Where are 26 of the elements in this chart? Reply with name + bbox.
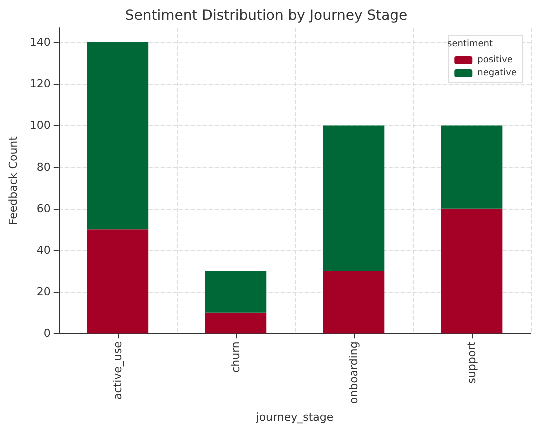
y-tick-label: 100 [30, 119, 51, 132]
bar [205, 271, 267, 313]
bar [87, 230, 149, 334]
bar [441, 208, 503, 334]
legend-label: positive [478, 56, 514, 66]
x-tick-label: onboarding [347, 342, 360, 404]
y-tick-label: 80 [36, 160, 51, 174]
y-tick-label: 120 [30, 78, 51, 91]
y-axis-title: Feedback Count [7, 136, 20, 226]
y-tick-label: 140 [30, 36, 51, 50]
bar [323, 126, 385, 272]
bar [87, 42, 149, 230]
x-axis-title: journey_stage [255, 411, 334, 424]
y-tick-label: 0 [44, 327, 51, 340]
x-tick-label: churn [229, 342, 242, 373]
legend-label: negative [478, 68, 518, 78]
bar [205, 312, 267, 334]
x-tick-label: active_use [111, 341, 124, 400]
bar [441, 126, 503, 209]
y-tick-label: 60 [36, 202, 51, 216]
x-tick-label: support [465, 340, 478, 384]
chart-title: Sentiment Distribution by Journey Stage [125, 8, 408, 24]
y-tick-label: 20 [36, 286, 51, 299]
y-tick-label: 40 [36, 244, 51, 257]
bar [323, 271, 385, 334]
legend-title: sentiment [448, 40, 494, 50]
